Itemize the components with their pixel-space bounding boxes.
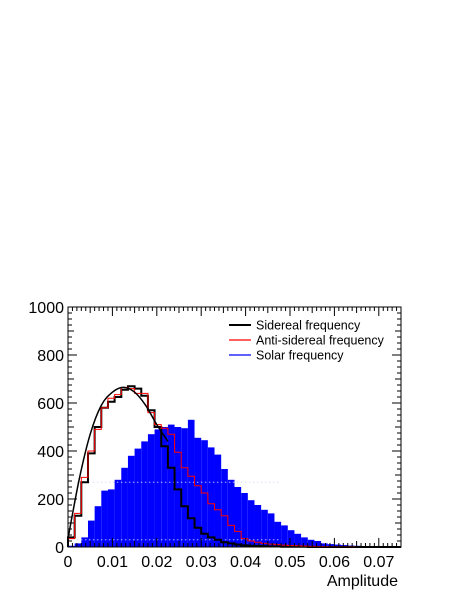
x-axis-label: Amplitude xyxy=(327,573,398,590)
solar-bar xyxy=(247,500,255,547)
y-tick-label: 600 xyxy=(37,396,64,413)
solar-bar xyxy=(241,493,248,547)
solar-bar xyxy=(201,440,208,547)
solar-bar xyxy=(127,455,135,547)
solar-bar xyxy=(114,479,122,547)
solar-bar xyxy=(327,544,335,547)
y-tick-label: 0 xyxy=(55,540,64,557)
solar-bar xyxy=(181,428,188,547)
x-tick-label: 0.05 xyxy=(274,554,305,571)
solar-bar xyxy=(74,543,82,547)
x-tick-labels: 0 0.01 0.02 0.03 0.04 0.05 0.06 0.07 xyxy=(64,554,395,571)
x-tick-label: 0.04 xyxy=(230,554,261,571)
y-tick-label: 1000 xyxy=(28,300,64,317)
x-tick-label: 0.03 xyxy=(186,554,217,571)
solar-bar xyxy=(101,490,108,547)
solar-bar xyxy=(274,521,282,547)
solar-bar xyxy=(321,543,328,547)
solar-bar xyxy=(314,541,322,547)
solar-bar xyxy=(161,427,168,547)
solar-bar xyxy=(287,530,295,547)
y-tick-labels: 0 200 400 600 800 1000 xyxy=(28,300,64,557)
legend-label: Sidereal frequency xyxy=(256,319,361,333)
solar-bar xyxy=(254,505,262,547)
solar-bar xyxy=(68,545,75,547)
axis-ticks xyxy=(67,306,402,548)
solar-bar xyxy=(147,434,155,547)
solar-bar xyxy=(307,539,315,547)
solar-bar xyxy=(107,489,115,547)
y-tick-label: 400 xyxy=(37,444,64,461)
x-tick-label: 0 xyxy=(64,554,73,571)
solar-bar xyxy=(214,454,222,547)
solar-bar xyxy=(87,520,95,547)
solar-bar xyxy=(221,469,228,547)
y-tick-label: 200 xyxy=(37,492,64,509)
solar-bar xyxy=(267,513,275,547)
x-tick-label: 0.02 xyxy=(141,554,172,571)
y-tick-label: 800 xyxy=(37,348,64,365)
solar-bar xyxy=(207,447,215,547)
solar-frequency-bars xyxy=(68,419,401,547)
x-tick-label: 0.06 xyxy=(319,554,350,571)
solar-bar xyxy=(121,467,128,547)
fit-curve xyxy=(67,386,169,539)
solar-bar xyxy=(261,509,268,547)
solar-bar xyxy=(234,487,242,547)
solar-bar xyxy=(194,437,202,547)
x-tick-label: 0.01 xyxy=(97,554,128,571)
solar-bar xyxy=(94,506,102,547)
fit-curve-layer xyxy=(67,386,169,539)
solar-bar xyxy=(301,537,308,547)
solar-bar xyxy=(334,544,342,547)
legend-label: Anti-sidereal frequency xyxy=(256,334,385,348)
solar-bar xyxy=(174,427,182,547)
solar-bar xyxy=(167,424,175,547)
legend-label: Solar frequency xyxy=(256,349,344,363)
solar-bar xyxy=(227,479,235,547)
solar-bar xyxy=(187,419,195,547)
solar-bar xyxy=(294,533,302,547)
solar-bar xyxy=(154,429,162,547)
solar-bar xyxy=(141,441,148,547)
solar-bar xyxy=(134,448,142,547)
solar-bar xyxy=(81,537,88,547)
x-tick-label: 0.07 xyxy=(363,554,394,571)
solar-bar xyxy=(281,525,288,547)
